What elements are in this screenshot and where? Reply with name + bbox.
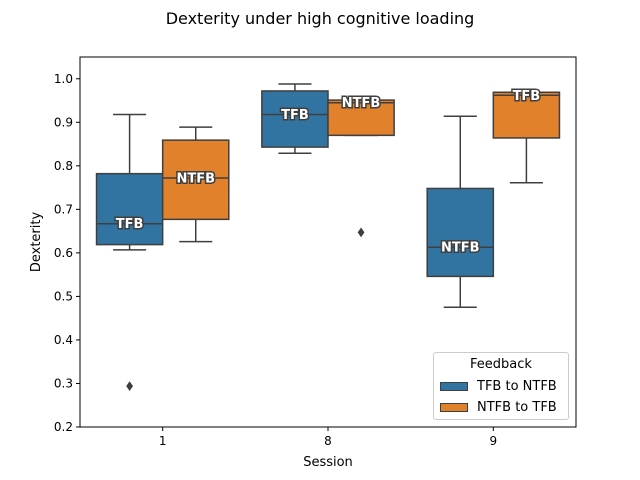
median-label: NTFB xyxy=(441,241,480,256)
y-tick-label: 0.3 xyxy=(54,376,73,390)
median-label: NTFB xyxy=(176,172,215,187)
box-ntfb-to-tfb-session-8 xyxy=(327,99,395,137)
legend-item-ntfb-to-tfb: NTFB to TFB xyxy=(440,399,557,415)
legend: Feedback TFB to NTFB NTFB to TFB xyxy=(433,352,569,420)
y-tick-label: 0.2 xyxy=(54,420,73,434)
legend-swatch-ntfb-to-tfb xyxy=(440,402,468,412)
median-label: TFB xyxy=(281,108,309,123)
y-tick-label: 0.8 xyxy=(54,159,73,173)
y-axis-label: Dexterity xyxy=(29,212,44,273)
y-tick-label: 1.0 xyxy=(54,72,73,86)
legend-item-tfb-to-ntfb: TFB to NTFB xyxy=(440,378,557,394)
box-ntfb-to-tfb-session-1 xyxy=(161,139,230,221)
legend-label-ntfb-to-tfb: NTFB to TFB xyxy=(477,399,557,415)
median-label: TFB xyxy=(116,217,144,232)
y-tick-label: 0.5 xyxy=(54,289,73,303)
median-label: NTFB xyxy=(342,96,381,111)
median-label: TFB xyxy=(513,89,541,104)
y-tick-label: 0.9 xyxy=(54,115,73,129)
x-tick-label: 1 xyxy=(159,434,167,448)
outlier-point xyxy=(357,227,365,238)
box-tfb-to-ntfb-session-1 xyxy=(95,172,164,246)
legend-title: Feedback xyxy=(470,357,532,372)
legend-swatch-tfb-to-ntfb xyxy=(440,381,468,391)
box-tfb-to-ntfb-session-8 xyxy=(261,90,329,148)
box-ntfb-to-tfb-session-9 xyxy=(492,91,561,139)
box-tfb-to-ntfb-session-9 xyxy=(426,187,495,278)
legend-label-tfb-to-ntfb: TFB to NTFB xyxy=(477,378,557,394)
chart-title: Dexterity under high cognitive loading xyxy=(165,9,475,28)
x-tick-label: 8 xyxy=(324,434,332,448)
x-axis-label: Session xyxy=(303,455,353,470)
x-tick-label: 9 xyxy=(490,434,498,448)
y-tick-label: 0.7 xyxy=(54,202,73,216)
outlier-point xyxy=(126,381,134,391)
y-tick-label: 0.6 xyxy=(54,246,73,260)
y-tick-label: 0.4 xyxy=(54,333,73,347)
